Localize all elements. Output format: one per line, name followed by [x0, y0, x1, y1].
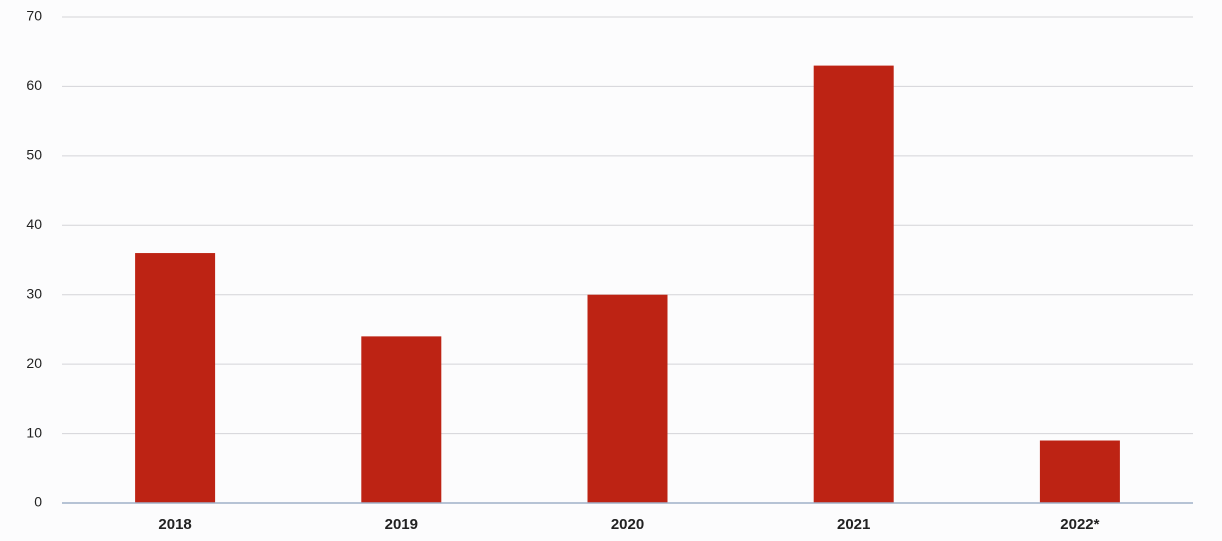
y-tick-label: 0 [34, 494, 42, 510]
y-tick-label: 60 [26, 77, 42, 93]
x-tick-label: 2018 [158, 516, 191, 533]
y-tick-label: 10 [26, 424, 42, 440]
x-tick-label: 2022* [1060, 516, 1099, 533]
bar [361, 336, 442, 503]
x-tick-label: 2020 [611, 516, 644, 533]
y-tick-label: 70 [26, 8, 42, 24]
x-tick-label: 2019 [385, 516, 418, 533]
bar [813, 65, 894, 503]
bar [587, 294, 668, 503]
y-tick-label: 20 [26, 355, 42, 371]
x-tick-label: 2021 [837, 516, 870, 533]
bar [1039, 440, 1120, 503]
y-tick-label: 50 [26, 147, 42, 163]
y-tick-label: 30 [26, 285, 42, 301]
y-tick-label: 40 [26, 216, 42, 232]
bar [135, 253, 216, 503]
